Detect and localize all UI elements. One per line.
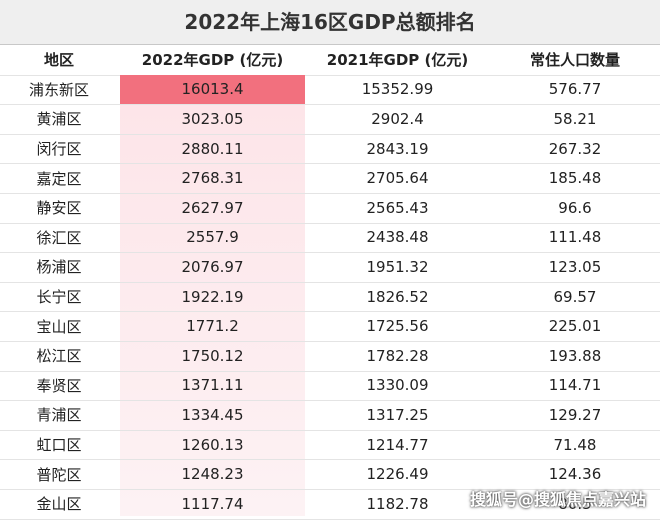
- table-row: 宝山区 1771.2 1725.56 225.01: [0, 311, 660, 342]
- table-cell: 58.21: [553, 109, 597, 128]
- table-row: 黄浦区 3023.05 2902.4 58.21: [0, 104, 660, 135]
- table-cell: 193.88: [548, 346, 602, 365]
- table-cell: 1725.56: [366, 317, 429, 336]
- title: 2022年上海16区GDP总额排名: [0, 0, 660, 45]
- column-highlight: [120, 75, 305, 516]
- table-row: 奉贤区 1371.11 1330.09 114.71: [0, 371, 660, 402]
- table-cell: 松江区: [36, 347, 82, 366]
- table-cell: 96.6: [558, 198, 592, 217]
- table-row: 徐汇区 2557.9 2438.48 111.48: [0, 223, 660, 254]
- table-cell: 2438.48: [366, 228, 429, 247]
- table-cell: 1117.74: [181, 494, 244, 513]
- table-cell: 宝山区: [36, 317, 82, 336]
- table-cell: 1371.11: [181, 376, 244, 395]
- table-cell: 2705.64: [366, 169, 429, 188]
- table-cell: 浦东新区: [28, 80, 89, 99]
- table-cell: 80.5: [558, 494, 592, 513]
- table-cell: 2902.4: [371, 109, 424, 128]
- table-cell: 1330.09: [366, 376, 429, 395]
- table-row: 松江区 1750.12 1782.28 193.88: [0, 341, 660, 372]
- table-cell: 123.05: [548, 257, 602, 276]
- table-cell: 2768.31: [181, 169, 244, 188]
- table-cell: 1260.13: [181, 435, 244, 454]
- table-cell: 16013.4: [120, 74, 305, 105]
- table-cell: 2076.97: [181, 257, 244, 276]
- table-cell: 71.48: [553, 435, 597, 454]
- header-row: 地区 2022年GDP (亿元) 2021年GDP (亿元) 常住人口数量: [0, 45, 660, 76]
- table-cell: 1782.28: [366, 346, 429, 365]
- table-cell: 黄浦区: [36, 110, 82, 129]
- table-cell: 129.27: [548, 405, 602, 424]
- table-cell: 114.71: [548, 376, 602, 395]
- header-cell: 2021年GDP (亿元): [326, 51, 469, 70]
- table-cell: 青浦区: [36, 406, 82, 425]
- table-cell: 徐汇区: [36, 228, 82, 247]
- table-cell: 奉贤区: [36, 376, 82, 395]
- table-cell: 金山区: [36, 495, 82, 514]
- header-cell: 2022年GDP (亿元): [141, 51, 284, 70]
- table-cell: 长宁区: [36, 288, 82, 307]
- table-cell: 124.36: [548, 465, 602, 484]
- table-cell: 1214.77: [366, 435, 429, 454]
- table-cell: 1771.2: [186, 317, 239, 336]
- table-row: 青浦区 1334.45 1317.25 129.27: [0, 400, 660, 431]
- table-cell: 嘉定区: [36, 169, 82, 188]
- header-cell: 常住人口数量: [529, 51, 620, 70]
- table-cell: 2565.43: [366, 198, 429, 217]
- table-cell: 267.32: [548, 139, 602, 158]
- table-row: 虹口区 1260.13 1214.77 71.48: [0, 430, 660, 461]
- table-cell: 1248.23: [181, 465, 244, 484]
- table-row: 静安区 2627.97 2565.43 96.6: [0, 193, 660, 224]
- table-cell: 2880.11: [181, 139, 244, 158]
- table-cell: 1226.49: [366, 465, 429, 484]
- table-cell: 2627.97: [181, 198, 244, 217]
- table-cell: 1182.78: [366, 494, 429, 513]
- table-cell: 2557.9: [186, 228, 239, 247]
- table-row: 金山区 1117.74 1182.78 80.5: [0, 489, 660, 520]
- table-cell: 111.48: [548, 228, 602, 247]
- table-cell: 225.01: [548, 317, 602, 336]
- table-cell: 15352.99: [361, 80, 434, 99]
- table-cell: 静安区: [36, 199, 82, 218]
- table-cell: 2843.19: [366, 139, 429, 158]
- table-row: 浦东新区 16013.4 15352.99 576.77: [0, 74, 660, 106]
- table-cell: 1826.52: [366, 287, 429, 306]
- table-row: 闵行区 2880.11 2843.19 267.32: [0, 134, 660, 165]
- table-cell: 1750.12: [181, 346, 244, 365]
- table-cell: 1334.45: [181, 405, 244, 424]
- table-cell: 虹口区: [36, 436, 82, 455]
- table-cell: 闵行区: [36, 140, 82, 159]
- table-cell: 69.57: [553, 287, 597, 306]
- table-cell: 1922.19: [181, 287, 244, 306]
- watermark: 搜狐号@搜狐焦点嘉兴站: [469, 490, 646, 509]
- table-row: 长宁区 1922.19 1826.52 69.57: [0, 282, 660, 313]
- header-cell: 地区: [43, 51, 74, 70]
- table-cell: 1951.32: [366, 257, 429, 276]
- table-row: 普陀区 1248.23 1226.49 124.36: [0, 459, 660, 490]
- table-row: 嘉定区 2768.31 2705.64 185.48: [0, 163, 660, 194]
- table-cell: 杨浦区: [36, 258, 82, 277]
- table-cell: 576.77: [548, 80, 602, 99]
- table-row: 杨浦区 2076.97 1951.32 123.05: [0, 252, 660, 283]
- table-cell: 185.48: [548, 169, 602, 188]
- table-cell: 3023.05: [181, 109, 244, 128]
- table-cell: 普陀区: [36, 465, 82, 484]
- table-cell: 1317.25: [366, 405, 429, 424]
